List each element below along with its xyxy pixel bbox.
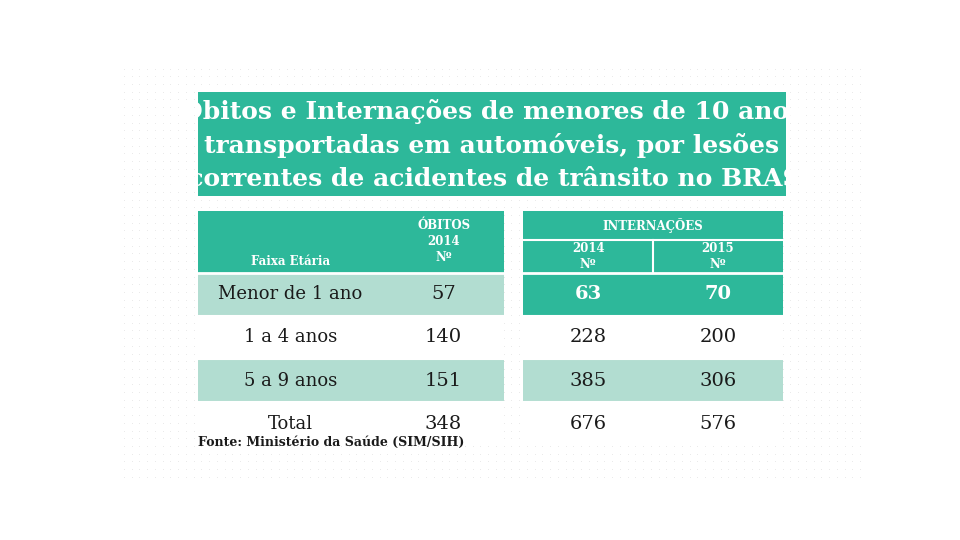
Text: Menor de 1 ano: Menor de 1 ano (218, 285, 363, 303)
Text: 5 a 9 anos: 5 a 9 anos (244, 372, 337, 389)
Text: INTERNAÇÕES: INTERNAÇÕES (603, 218, 703, 233)
Text: 2015
Nº: 2015 Nº (702, 242, 734, 271)
Text: Faixa Etária: Faixa Etária (251, 255, 330, 268)
Bar (198, 92, 786, 195)
Bar (198, 316, 504, 359)
Text: Total: Total (268, 415, 313, 433)
Text: 151: 151 (425, 372, 462, 389)
Text: 2014
Nº: 2014 Nº (572, 242, 605, 271)
Text: 57: 57 (431, 285, 456, 303)
Text: 348: 348 (425, 415, 462, 433)
Bar (198, 211, 504, 273)
Text: 306: 306 (699, 372, 736, 389)
Bar (198, 359, 504, 402)
Text: 676: 676 (569, 415, 607, 433)
Text: 576: 576 (699, 415, 736, 433)
Text: 70: 70 (705, 285, 732, 303)
Text: ÓBITOS
2014
Nº: ÓBITOS 2014 Nº (417, 219, 470, 265)
Text: 63: 63 (574, 285, 602, 303)
Text: 1 a 4 anos: 1 a 4 anos (244, 328, 337, 346)
Bar (523, 316, 782, 359)
Bar (523, 359, 782, 402)
Bar (523, 211, 782, 273)
Text: Fonte: Ministério da Saúde (SIM/SIH): Fonte: Ministério da Saúde (SIM/SIH) (198, 436, 464, 449)
Text: 228: 228 (569, 328, 607, 346)
Bar (198, 273, 504, 316)
Bar (523, 273, 782, 316)
Bar (523, 402, 782, 445)
Bar (198, 402, 504, 445)
Text: Óbitos e Internações de menores de 10 anos
transportadas em automóveis, por lesõ: Óbitos e Internações de menores de 10 an… (155, 97, 829, 191)
Text: 385: 385 (569, 372, 607, 389)
Text: 140: 140 (425, 328, 462, 346)
Text: 200: 200 (699, 328, 736, 346)
